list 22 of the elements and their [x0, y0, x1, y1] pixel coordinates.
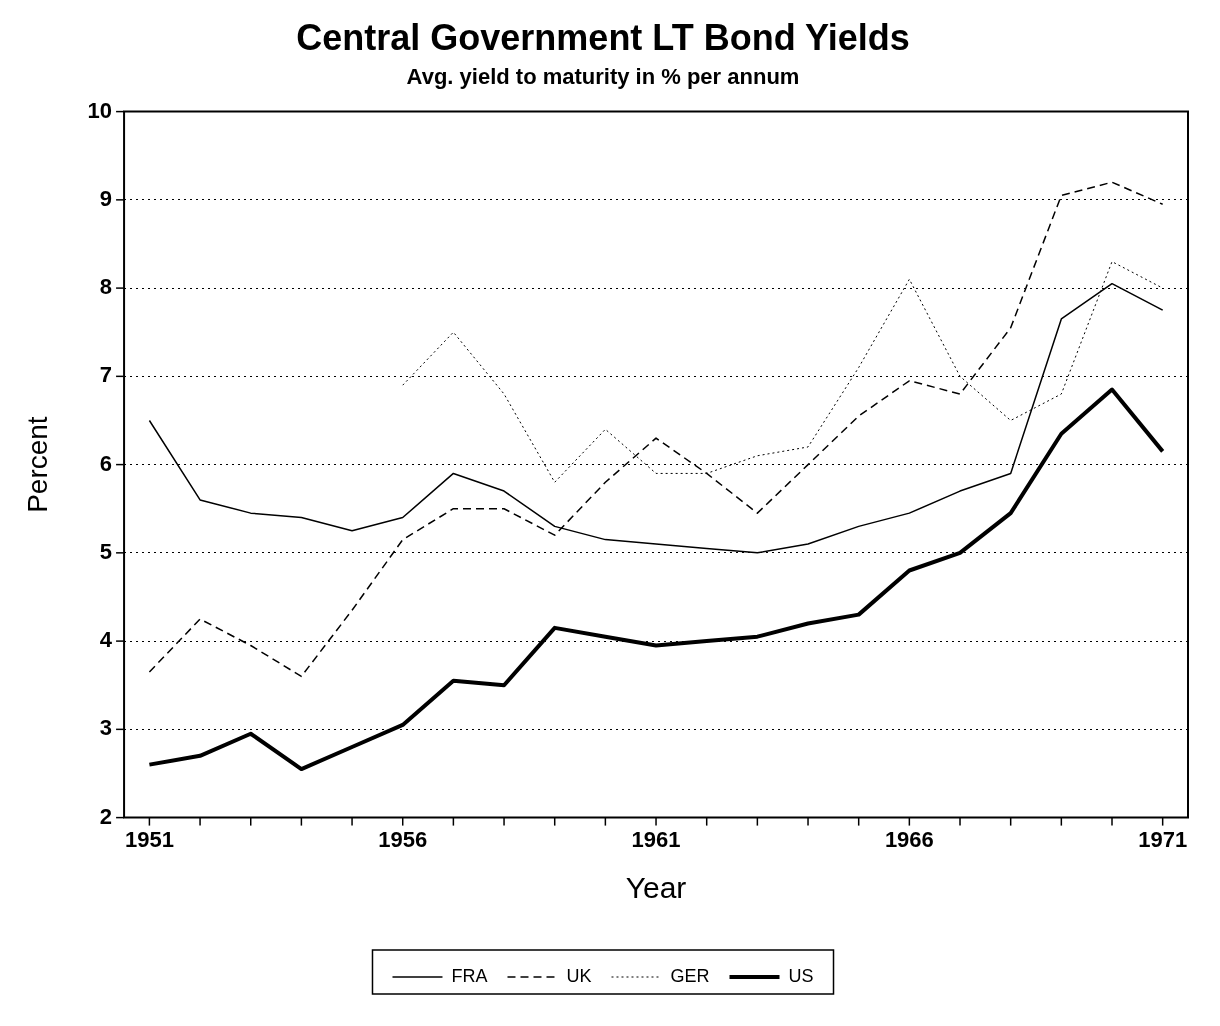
x-tick-label: 1961	[631, 826, 681, 852]
y-tick-label: 10	[87, 97, 113, 123]
y-tick-label: 9	[99, 185, 113, 211]
x-tick-label: 1966	[884, 826, 934, 852]
legend-label: UK	[566, 965, 592, 986]
chart-subtitle: Avg. yield to maturity in % per annum	[406, 64, 800, 90]
x-tick-label: 1951	[124, 826, 174, 852]
x-tick-label: 1956	[378, 826, 428, 852]
y-axis-title: Percent	[21, 416, 53, 513]
legend-label: US	[788, 965, 814, 986]
x-axis-title: Year	[625, 871, 687, 905]
y-tick-label: 7	[99, 362, 113, 388]
y-tick-label: 6	[99, 450, 113, 476]
legend-label: GER	[670, 965, 710, 986]
y-tick-label: 4	[99, 627, 113, 653]
x-tick-label: 1971	[1138, 826, 1188, 852]
y-tick-label: 8	[99, 274, 113, 300]
y-tick-label: 5	[99, 538, 113, 564]
y-tick-label: 3	[99, 715, 113, 741]
legend-label: FRA	[451, 965, 488, 986]
y-tick-label: 2	[99, 803, 113, 829]
chart-title: Central Government LT Bond Yields	[296, 16, 910, 58]
